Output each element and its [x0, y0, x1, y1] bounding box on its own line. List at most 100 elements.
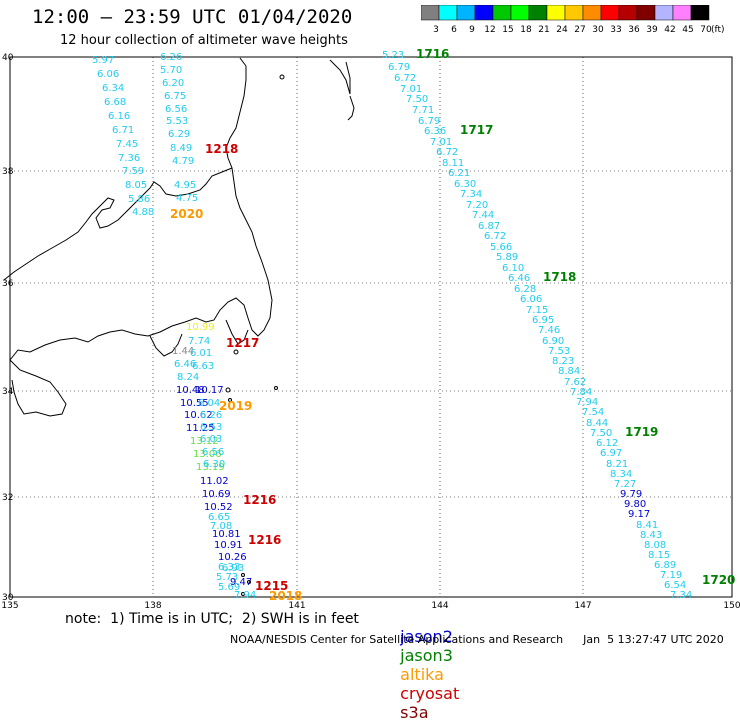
swh-value-label: 7.46 — [538, 325, 560, 336]
swh-value-label: 10.91 — [214, 540, 243, 551]
swh-value-label: 10.55 — [180, 398, 209, 409]
colorbar-label: 9 — [469, 25, 475, 35]
swh-value-label: 6.34 — [102, 83, 124, 94]
colorbar-label: 30 — [592, 25, 604, 35]
swh-value-label: 7.62 — [564, 377, 586, 388]
lon-label: 135 — [1, 601, 18, 610]
colorbar-label: 42 — [664, 25, 675, 35]
lon-label: 147 — [574, 601, 591, 610]
pass-time-label: 1717 — [460, 123, 493, 137]
swh-value-label: 8.21 — [606, 459, 628, 470]
satellite-jason3: jason3 — [400, 646, 453, 665]
swh-value-label: 8.84 — [558, 366, 580, 377]
swh-value-label: 8.11 — [442, 158, 464, 169]
colorbar-label: 27 — [574, 25, 585, 35]
swh-value-label: 6.21 — [448, 168, 470, 179]
swh-value-label: 7.01 — [430, 137, 452, 148]
swh-value-label: 8.44 — [586, 418, 608, 429]
swh-value-label: 8.24 — [177, 372, 199, 383]
swh-value-label: 7.44 — [472, 210, 494, 221]
swh-value-label: 6.71 — [112, 125, 134, 136]
swh-value-label: 13.06 — [193, 449, 222, 460]
swh-value-label: 6.26 — [160, 52, 182, 63]
colorbar-label: 21 — [538, 25, 549, 35]
swh-value-label: 7.20 — [466, 200, 488, 211]
swh-value-label: 6.75 — [164, 91, 186, 102]
swh-value-label: 7.36 — [118, 153, 140, 164]
swh-value-label: 5.23 — [382, 50, 404, 61]
swh-value-label: 7.15 — [526, 305, 548, 316]
swh-value-label: 5.86 — [128, 194, 150, 205]
swh-value-label: 7.94 — [234, 590, 256, 601]
colorbar-label: 33 — [610, 25, 621, 35]
swh-value-label: 6.79 — [418, 116, 440, 127]
note-text: note: 1) Time is in UTC; 2) SWH is in fe… — [65, 611, 359, 627]
swh-value-label: 7.01 — [400, 84, 422, 95]
swh-value-label: 5.89 — [496, 252, 518, 263]
colorbar-label: 24 — [556, 25, 568, 35]
lat-label: 30 — [2, 593, 14, 603]
swh-value-label: 9.17 — [628, 509, 650, 520]
colorbar-label: 15 — [502, 25, 513, 35]
swh-value-label: 10.81 — [212, 529, 241, 540]
swh-value-label: 7.19 — [660, 570, 682, 581]
swh-value-label: 7.27 — [614, 479, 636, 490]
swh-value-label: 7.08 — [210, 521, 232, 532]
colorbar-swatch — [690, 5, 710, 21]
coastline — [3, 57, 355, 596]
swh-value-label: 6.65 — [208, 512, 230, 523]
wave-tracks: 5.97 6.06 6.34 6.68 6.16 6.71 7.45 7.36 7.59 8.05… — [92, 50, 692, 601]
pass-time-label: 1719 — [625, 425, 658, 439]
swh-value-label: 8.08 — [644, 540, 666, 551]
swh-value-label: 6.87 — [478, 221, 500, 232]
swh-value-label: 7.50 — [406, 94, 428, 105]
swh-value-label: 8.15 — [648, 550, 670, 561]
swh-value-label: 7.50 — [590, 428, 612, 439]
swh-value-label: 7.53 — [548, 346, 570, 357]
swh-value-label: 7.84 — [570, 387, 592, 398]
satellite-jason2: jason2 — [400, 627, 453, 646]
swh-value-label: 6.72 — [436, 147, 458, 158]
swh-value-label: 8.43 — [640, 530, 662, 541]
swh-value-label: 10.62 — [184, 410, 213, 421]
swh-value-label: 6.06 — [97, 69, 119, 80]
lon-label: 138 — [144, 601, 161, 610]
colorbar-label: 3 — [433, 25, 439, 35]
swh-value-label: 9.80 — [624, 499, 646, 510]
swh-value-label: 6.28 — [514, 284, 536, 295]
swh-value-label: 7.74 — [188, 336, 210, 347]
pass-time-labels: 1716 1717 1718 1719 1720 1218 2020 1217 2019 1216… — [170, 47, 735, 603]
swh-value-label: 10.99 — [186, 322, 215, 333]
swh-value-label: 6.56 — [165, 104, 187, 115]
swh-value-label: 7.71 — [412, 105, 434, 116]
pass-time-label: 1720 — [702, 573, 735, 587]
swh-value-label: 6.30 — [203, 459, 225, 470]
swh-value-label: 8.05 — [125, 180, 147, 191]
swh-value-label: 7.54 — [582, 407, 604, 418]
lat-label: 32 — [2, 493, 13, 503]
generated-timestamp: Jan 5 13:27:47 UTC 2020 — [583, 633, 724, 646]
swh-value-label: 1.44 — [172, 346, 194, 357]
swh-value-label: 6.79 — [388, 62, 410, 73]
swh-value-label: 10.52 — [204, 502, 233, 513]
swh-value-label: 8.34 — [610, 469, 632, 480]
credit-text: NOAA/NESDIS Center for Satellite Applica… — [230, 633, 564, 646]
swh-value-label: 5.73 — [216, 572, 238, 583]
map-title: 12:00 – 23:59 UTC 01/04/2020 — [32, 6, 353, 28]
lon-label: 141 — [288, 601, 305, 610]
swh-value-label: 9.47 — [230, 577, 252, 588]
satellite-s3a: s3a — [400, 703, 429, 722]
swh-value-label: 10.69 — [202, 489, 231, 500]
swh-value-label: 10.26 — [218, 552, 247, 563]
swh-value-label: 6.36 — [424, 126, 446, 137]
swh-value-label: 6.90 — [542, 336, 564, 347]
swh-value-label: 8.23 — [552, 356, 574, 367]
lat-label: 40 — [2, 53, 14, 63]
credit-line: NOAA/NESDIS Center for Satellite Applica… — [230, 633, 724, 646]
swh-value-label: 7.34 — [670, 590, 692, 601]
colorbar-unit: (ft) — [711, 25, 725, 35]
satellite-legend: jason2 jason3 altika cryosat s3a — [390, 608, 471, 722]
pass-time-label: 1216 — [248, 533, 281, 547]
pass-time-label: 1217 — [226, 336, 259, 350]
